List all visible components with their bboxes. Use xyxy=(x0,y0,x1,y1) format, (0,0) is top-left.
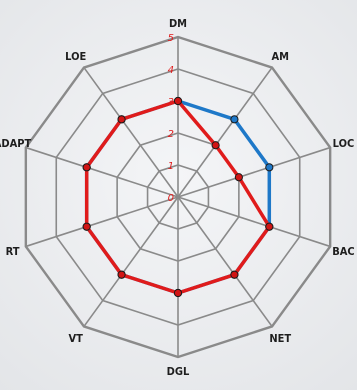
axis-label-loc: LOC xyxy=(333,137,355,150)
series-1-point-loe xyxy=(117,115,126,124)
series-0-point-am xyxy=(230,115,239,124)
tick-label-4: 4 xyxy=(168,65,174,76)
series-1-point-dm xyxy=(173,96,183,106)
series-1-point-am xyxy=(211,141,220,150)
radar-axis-labels: DM AM LOC BAC NET DGL VT RT ADAPT LOE xyxy=(0,17,355,378)
series-1-point-net xyxy=(230,270,239,279)
spoke-am xyxy=(177,67,273,198)
axis-label-adapt: ADAPT xyxy=(0,137,32,150)
series-1-point-adapt xyxy=(82,163,91,172)
spoke-adapt xyxy=(25,146,179,198)
series-1-point-dgl xyxy=(173,288,183,298)
spoke-rt xyxy=(25,196,179,248)
series-1-point-rt xyxy=(82,222,91,231)
axis-label-dgl: DGL xyxy=(167,365,190,378)
series-1-point-vt xyxy=(117,270,126,279)
radar-series xyxy=(82,96,274,298)
axis-label-dm: DM xyxy=(169,17,187,30)
axis-label-net: NET xyxy=(269,332,291,345)
tick-label-2: 2 xyxy=(168,129,174,140)
spoke-net xyxy=(177,196,273,327)
spoke-bac xyxy=(177,196,331,248)
series-1-point-loc xyxy=(234,173,243,182)
series-1-point-bac xyxy=(265,222,274,231)
spoke-vt xyxy=(83,196,179,327)
tick-label-0: 0 xyxy=(168,193,174,204)
tick-label-5: 5 xyxy=(168,33,174,44)
series-0-point-loc xyxy=(265,163,274,172)
tick-label-1: 1 xyxy=(168,161,174,172)
radar-spokes xyxy=(25,37,331,357)
spoke-loc xyxy=(177,146,331,198)
axis-label-bac: BAC xyxy=(332,245,354,258)
axis-label-loe: LOE xyxy=(65,50,86,63)
spoke-loe xyxy=(83,67,179,198)
axis-label-vt: VT xyxy=(69,332,84,345)
axis-label-am: AM xyxy=(272,50,290,63)
axis-label-rt: RT xyxy=(6,245,20,258)
